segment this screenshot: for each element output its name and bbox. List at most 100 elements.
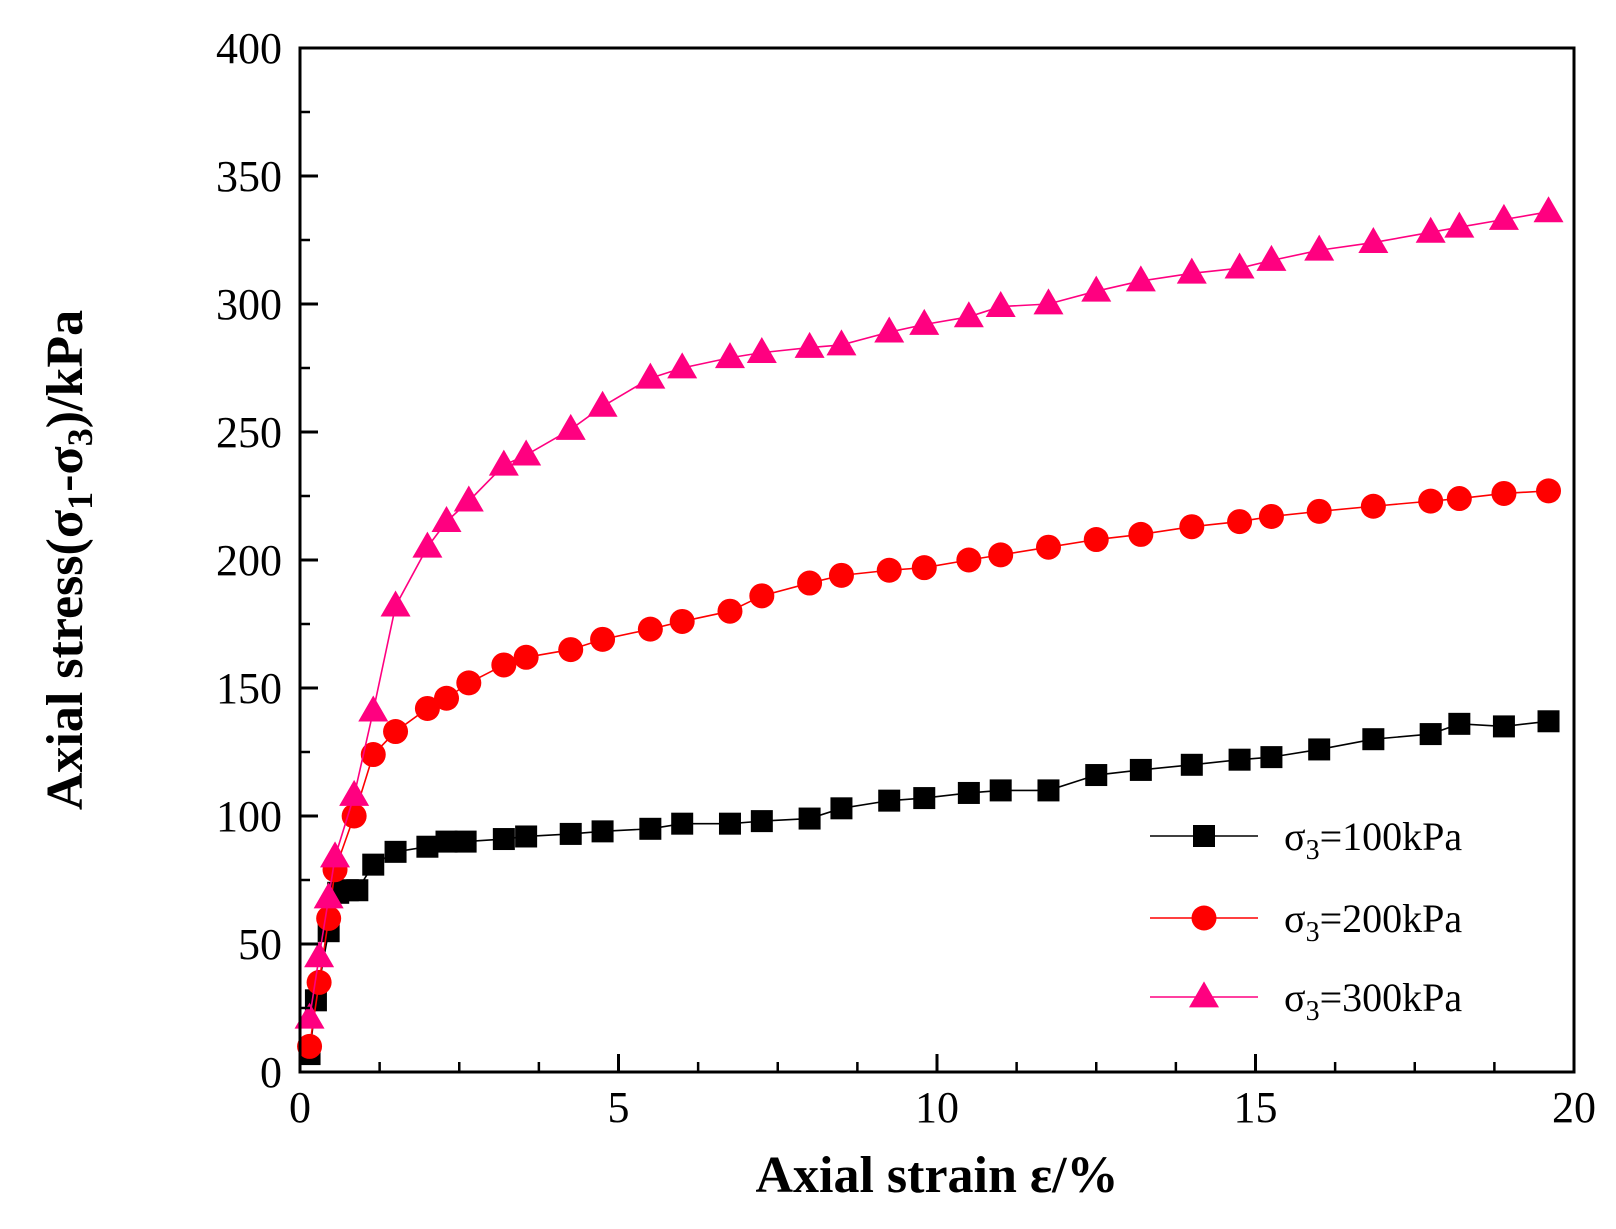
- data-point: [794, 331, 825, 358]
- data-point: [456, 670, 482, 696]
- x-tick-label: 0: [289, 1083, 311, 1132]
- data-point: [414, 695, 440, 721]
- data-point: [587, 390, 618, 417]
- data-point: [909, 308, 940, 335]
- data-point: [985, 290, 1016, 317]
- data-point: [874, 316, 905, 343]
- data-point: [555, 413, 586, 440]
- data-point: [435, 830, 458, 853]
- y-axis-title-part3: )/kPa: [37, 310, 94, 428]
- series-1: [298, 710, 1560, 1066]
- data-point: [1488, 203, 1519, 230]
- y-axis-title-part1: Axial stress(σ: [37, 510, 94, 810]
- data-point: [383, 719, 409, 745]
- data-point: [380, 590, 411, 617]
- legend-label-200kpa-suffix: =200kPa: [1320, 896, 1463, 941]
- data-point: [1033, 288, 1064, 315]
- data-point: [492, 828, 515, 851]
- data-point: [1081, 275, 1112, 302]
- data-point: [953, 301, 984, 328]
- legend-entry-300kpa: σ3=300kPa: [1150, 975, 1462, 1027]
- data-point: [830, 797, 853, 820]
- data-point: [1227, 509, 1253, 535]
- data-point: [297, 1033, 323, 1059]
- y-tick-label: 250: [216, 408, 282, 457]
- y-tick-label: 100: [216, 792, 282, 841]
- legend-entry-200kpa: σ3=200kPa: [1150, 896, 1462, 948]
- data-point: [1491, 480, 1517, 506]
- y-axis-title-sub1: 1: [60, 492, 100, 510]
- legend-label-300kpa-suffix: =300kPa: [1320, 975, 1463, 1020]
- legend-marker-100kpa: [1193, 825, 1215, 847]
- data-point: [798, 807, 821, 830]
- y-tick-label: 400: [216, 24, 282, 73]
- data-point: [1180, 753, 1203, 776]
- y-axis-title: Axial stress(σ1-σ3)/kPa: [37, 310, 100, 810]
- data-point: [746, 337, 777, 364]
- data-point: [1035, 534, 1061, 560]
- legend-marker-300kpa: [1189, 981, 1219, 1008]
- data-point: [294, 1002, 325, 1029]
- data-point: [590, 626, 616, 652]
- data-point: [1228, 748, 1251, 771]
- y-tick-label: 200: [216, 536, 282, 585]
- data-point: [876, 557, 902, 583]
- y-tick-label: 150: [216, 664, 282, 713]
- legend-label-200kpa-prefix: σ: [1284, 896, 1306, 941]
- data-point: [346, 879, 369, 902]
- data-point: [1129, 758, 1152, 781]
- data-point: [454, 830, 477, 853]
- x-axis-title: Axial strain ε/%: [755, 1147, 1118, 1204]
- y-tick-label: 300: [216, 280, 282, 329]
- data-point: [1179, 514, 1205, 540]
- y-tick-label: 350: [216, 152, 282, 201]
- legend-label-100kpa-prefix: σ: [1284, 814, 1306, 859]
- legend-marker-shape: [1193, 825, 1215, 847]
- data-point: [416, 835, 439, 858]
- data-point: [306, 969, 332, 995]
- data-point: [1256, 244, 1287, 271]
- data-point: [1415, 216, 1446, 243]
- data-point: [1536, 478, 1562, 504]
- data-point: [1360, 493, 1386, 519]
- data-point: [304, 941, 335, 968]
- data-point: [591, 820, 614, 843]
- data-point: [558, 637, 584, 663]
- legend-marker-200kpa: [1191, 905, 1217, 931]
- data-point: [412, 531, 443, 558]
- data-point: [749, 583, 775, 609]
- data-point: [358, 695, 389, 722]
- legend-label-200kpa-sub: 3: [1306, 917, 1320, 948]
- data-point: [1444, 211, 1475, 238]
- legend-label-100kpa-suffix: =100kPa: [1320, 814, 1463, 859]
- data-point: [341, 803, 367, 829]
- data-point: [513, 644, 539, 670]
- data-point: [637, 616, 663, 642]
- data-point: [1358, 226, 1389, 253]
- legend: σ3=100kPa σ3=200kPa σ3=300kPa: [1150, 814, 1462, 1027]
- data-point: [491, 652, 517, 678]
- data-point: [956, 547, 982, 573]
- data-point: [989, 779, 1012, 802]
- data-point: [1533, 196, 1564, 223]
- legend-marker-shape: [1191, 905, 1217, 931]
- data-point: [313, 882, 344, 909]
- x-tick-label: 15: [1234, 1083, 1278, 1132]
- data-point: [1176, 257, 1207, 284]
- y-tick-label: 50: [238, 920, 282, 969]
- data-point: [988, 542, 1014, 568]
- data-point: [1448, 712, 1471, 735]
- data-point: [1537, 710, 1560, 733]
- data-point: [667, 352, 698, 379]
- y-axis-title-part2: -σ: [37, 446, 94, 492]
- data-point: [639, 817, 662, 840]
- y-tick-label: 0: [260, 1048, 282, 1097]
- data-point: [339, 779, 370, 806]
- legend-label-300kpa-sub: 3: [1306, 996, 1320, 1027]
- data-point: [1419, 723, 1442, 746]
- data-point: [1308, 738, 1331, 761]
- data-point: [957, 781, 980, 804]
